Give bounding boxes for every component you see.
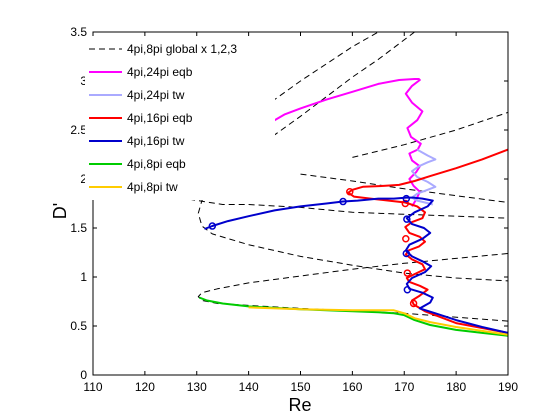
series-marker-4pi-16pi-tw xyxy=(208,222,217,230)
series-marker-4pi-16pi-tw xyxy=(402,249,411,258)
series-line-4pi-8pi-global-x-1-2-3-branch-6 xyxy=(352,111,508,158)
series-marker-4pi-16pi-tw xyxy=(403,215,411,223)
series-line-4pi-8pi-eqb xyxy=(198,296,508,337)
legend: 4pi,8pi global x 1,2,3 4pi,24pi eqb 4pi,24… xyxy=(85,36,275,200)
x-tick-label: 120 xyxy=(135,380,155,394)
series-line-4pi-16pi-tw xyxy=(204,196,508,334)
x-tick-label: 130 xyxy=(187,380,207,394)
y-axis-title: D' xyxy=(50,203,70,219)
series-marker-4pi-16pi-eqb xyxy=(402,235,410,243)
y-tick-label: 2.5 xyxy=(70,123,87,137)
series-marker-4pi-16pi-tw xyxy=(403,285,412,294)
legend-label-4pi-8pi-eqb: 4pi,8pi eqb xyxy=(127,157,186,171)
legend-items: 4pi,8pi global x 1,2,3 4pi,24pi eqb 4pi,24… xyxy=(89,42,237,194)
x-tick-label: 110 xyxy=(83,380,102,394)
x-tick-label: 140 xyxy=(239,380,259,394)
x-tick-label: 170 xyxy=(394,380,414,394)
x-tick-label: 180 xyxy=(446,380,466,394)
x-axis-title: Re xyxy=(288,395,311,415)
marker-layer xyxy=(208,187,418,308)
series-marker-4pi-16pi-eqb xyxy=(346,187,354,196)
x-tick-label: 160 xyxy=(342,380,362,394)
x-tick-label: 190 xyxy=(498,380,518,394)
y-tick-label: 2 xyxy=(80,172,87,186)
series-marker-4pi-16pi-tw xyxy=(402,194,411,203)
series-line-4pi-16pi-eqb xyxy=(347,148,508,334)
legend-label-4pi-24pi-tw: 4pi,24pi tw xyxy=(127,88,185,102)
y-tick-label: 3 xyxy=(80,74,87,88)
y-tick-label: 0 xyxy=(80,368,87,382)
series-marker-4pi-16pi-eqb xyxy=(403,269,412,277)
legend-label-4pi-8pi-global-x-1-2-3: 4pi,8pi global x 1,2,3 xyxy=(127,42,237,56)
series-marker-4pi-16pi-eqb xyxy=(409,299,418,308)
series-marker-4pi-16pi-tw xyxy=(339,197,347,206)
series-line-4pi-8pi-tw xyxy=(248,306,508,336)
legend-label-4pi-16pi-tw: 4pi,16pi tw xyxy=(127,134,185,148)
y-tick-label: 0.5 xyxy=(70,319,87,333)
y-tick-label: 3.5 xyxy=(70,25,87,39)
tick-layer: 110 120 130 140 150 160 170 180 190 0 0.5 1 1.5 2 2.5 3… xyxy=(70,25,518,394)
legend-label-4pi-24pi-eqb: 4pi,24pi eqb xyxy=(127,65,193,79)
series-marker-4pi-16pi-eqb xyxy=(401,199,410,208)
series-line-4pi-24pi-tw xyxy=(411,148,437,206)
series-layer xyxy=(182,32,508,337)
y-tick-label: 1 xyxy=(80,270,87,284)
legend-label-4pi-8pi-tw: 4pi,8pi tw xyxy=(127,180,178,194)
series-line-4pi-8pi-global-x-1-2-3-branch-5 xyxy=(300,173,508,203)
y-tick-label: 1.5 xyxy=(70,221,87,235)
legend-label-4pi-16pi-eqb: 4pi,16pi eqb xyxy=(127,111,193,125)
x-tick-label: 150 xyxy=(290,380,310,394)
